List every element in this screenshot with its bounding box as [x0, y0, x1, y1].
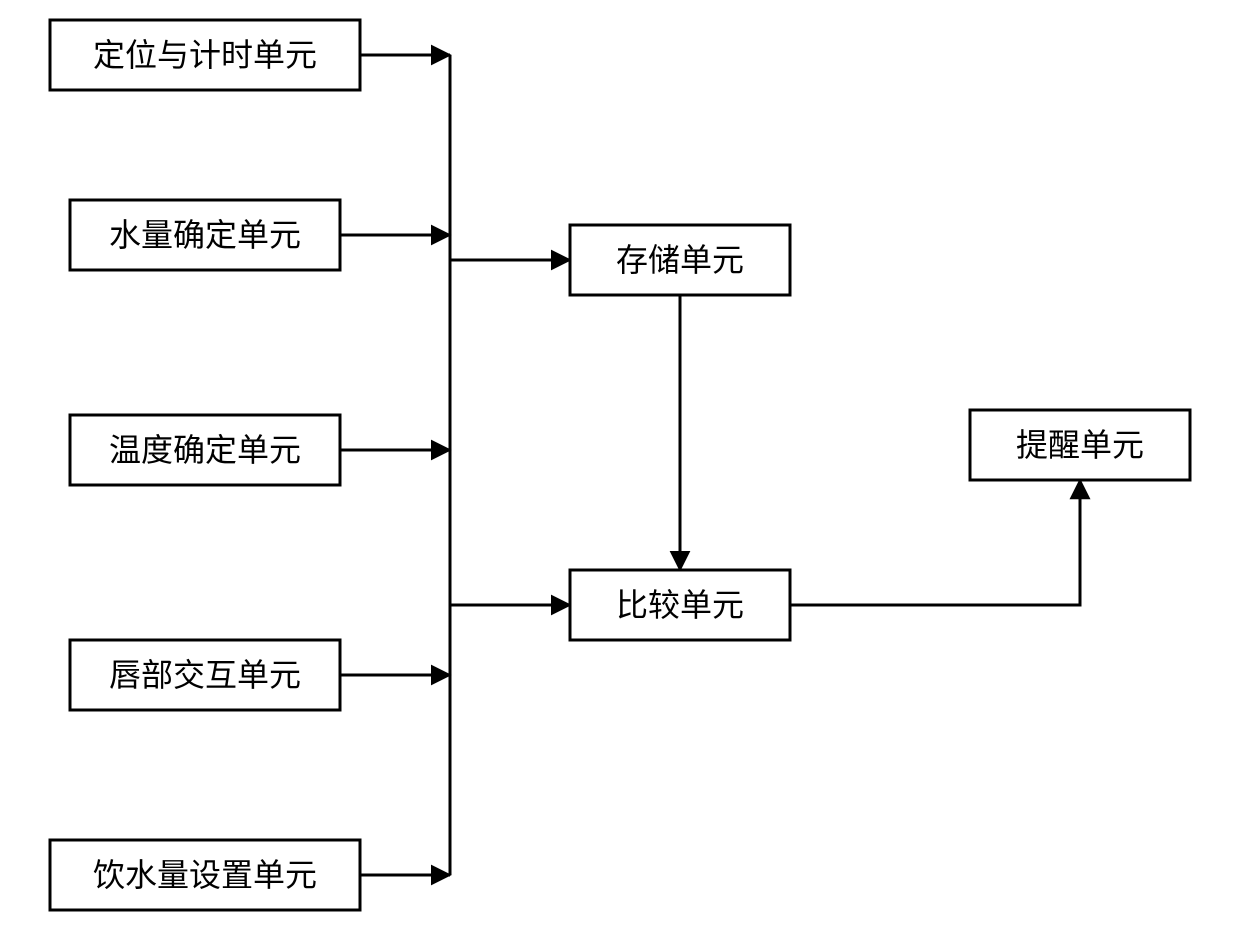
node-label-n5: 饮水量设置单元	[93, 857, 317, 893]
node-label-n1: 定位与计时单元	[93, 37, 317, 73]
node-label-n6: 存储单元	[616, 242, 744, 278]
node-label-n2: 水量确定单元	[109, 217, 301, 253]
node-label-n3: 温度确定单元	[109, 432, 301, 468]
node-label-n7: 比较单元	[616, 587, 744, 623]
node-label-n4: 唇部交互单元	[109, 657, 301, 693]
node-label-n8: 提醒单元	[1016, 427, 1144, 463]
